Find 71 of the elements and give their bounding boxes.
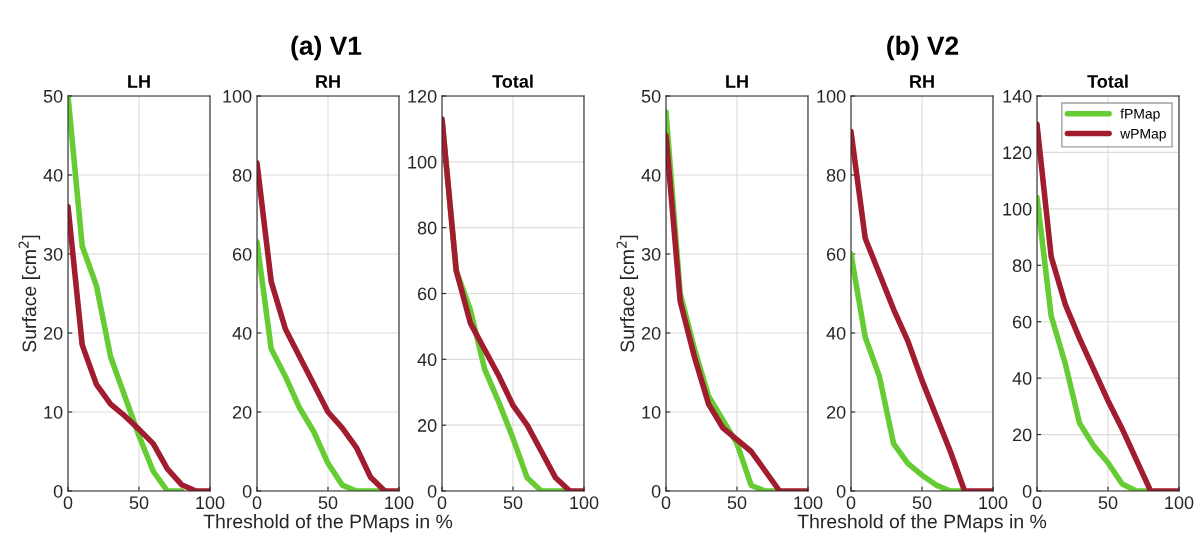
y-tick-label: 40 <box>232 326 252 340</box>
x-tick-label: 50 <box>318 496 338 510</box>
chart-title: Total <box>492 74 533 88</box>
y-tick-label: 0 <box>427 484 437 498</box>
y-tick-label: 120 <box>408 89 437 103</box>
y-tick-label: 0 <box>1022 484 1032 498</box>
x-axis-title: Threshold of the PMaps in % <box>203 514 453 533</box>
y-tick-label: 40 <box>43 168 63 182</box>
y-tick-label: 20 <box>641 326 661 340</box>
chart-title: RH <box>316 75 340 88</box>
y-tick-label: 60 <box>232 247 252 261</box>
y-tick-label: 80 <box>232 168 252 182</box>
y-tick-label: 10 <box>642 405 661 419</box>
y-axis-title: Surface [cm$^{2}$] <box>616 235 639 352</box>
y-tick-label: 20 <box>43 326 63 340</box>
x-tick-label: 50 <box>129 496 149 510</box>
x-tick-label: 100 <box>570 496 599 510</box>
y-tick-label: 60 <box>417 287 437 301</box>
text: (b) V2 <box>887 35 959 61</box>
legend-label: wPMap <box>1120 128 1166 142</box>
y-tick-label: 20 <box>1012 428 1032 442</box>
y-tick-label: 20 <box>417 419 437 432</box>
y-tick-label: 80 <box>826 168 846 182</box>
x-tick-label: 50 <box>912 496 932 510</box>
x-tick-label: 0 <box>661 496 671 510</box>
y-tick-label: 0 <box>242 484 252 498</box>
y-tick-label: 10 <box>44 405 63 419</box>
y-axis-title: Surface [cm$^{2}$] <box>18 235 41 352</box>
chart-title: LH <box>128 75 150 88</box>
y-tick-label: 140 <box>1003 89 1032 103</box>
x-tick-label: 100 <box>385 496 414 510</box>
y-tick-label: 40 <box>1012 372 1032 385</box>
y-tick-label: 20 <box>232 405 252 419</box>
x-tick-label: 50 <box>1098 496 1118 510</box>
y-tick-label: 50 <box>641 89 661 103</box>
y-tick-label: 40 <box>641 168 661 182</box>
x-tick-label: 100 <box>196 496 225 510</box>
y-tick-label: 100 <box>408 155 437 169</box>
y-tick-label: 120 <box>1003 146 1032 160</box>
chart-title: Total <box>1087 74 1128 88</box>
x-tick-label: 0 <box>63 496 73 510</box>
y-tick-label: 100 <box>817 89 846 103</box>
y-tick-label: 0 <box>651 484 661 498</box>
text: (a) V1 <box>291 35 362 61</box>
y-tick-label: 100 <box>1003 202 1032 216</box>
x-tick-label: 0 <box>1032 496 1042 510</box>
y-tick-label: 100 <box>223 89 252 103</box>
y-tick-label: 30 <box>641 247 661 261</box>
y-tick-label: 60 <box>826 247 846 261</box>
x-tick-label: 50 <box>503 496 523 510</box>
y-tick-label: 80 <box>417 221 437 235</box>
y-tick-label: 0 <box>836 484 846 498</box>
y-tick-label: 80 <box>1012 259 1032 273</box>
x-tick-label: 50 <box>727 496 747 510</box>
y-tick-label: 0 <box>53 484 63 498</box>
x-tick-label: 0 <box>846 496 856 510</box>
y-tick-label: 40 <box>417 353 437 367</box>
x-tick-label: 0 <box>252 496 262 510</box>
x-tick-label: 0 <box>437 496 447 510</box>
x-tick-label: 100 <box>1165 496 1194 510</box>
y-tick-label: 30 <box>43 247 63 261</box>
chart-title: RH <box>910 75 934 88</box>
y-tick-label: 40 <box>826 326 846 340</box>
y-tick-label: 20 <box>826 405 846 419</box>
y-tick-label: 60 <box>1012 315 1032 329</box>
x-tick-label: 100 <box>979 496 1008 510</box>
x-axis-title: Threshold of the PMaps in % <box>797 514 1047 533</box>
x-tick-label: 100 <box>794 496 823 510</box>
chart-title: LH <box>726 75 748 88</box>
y-tick-label: 50 <box>43 89 63 103</box>
legend-label: fPMap <box>1120 108 1160 122</box>
